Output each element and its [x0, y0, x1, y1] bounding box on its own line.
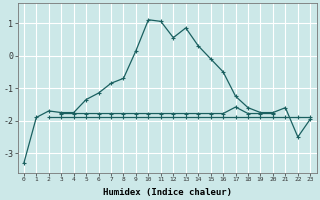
X-axis label: Humidex (Indice chaleur): Humidex (Indice chaleur) — [103, 188, 232, 197]
